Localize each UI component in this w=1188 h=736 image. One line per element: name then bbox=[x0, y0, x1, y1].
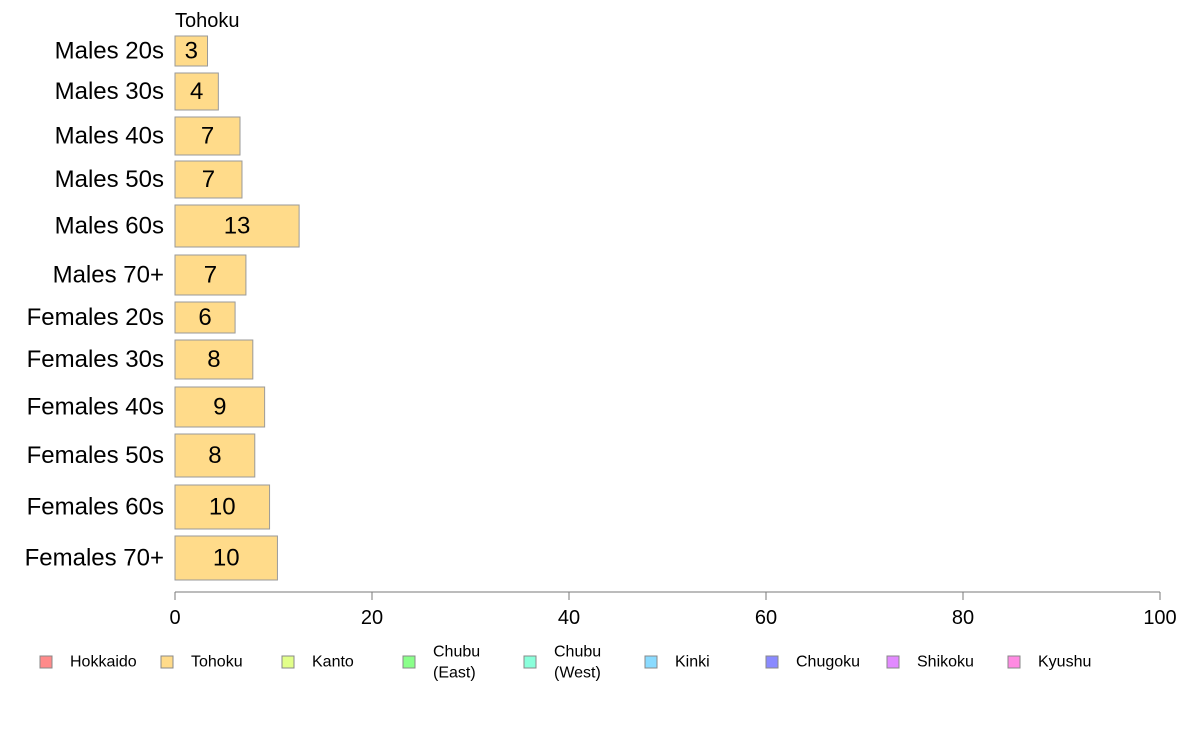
category-label: Males 70+ bbox=[53, 262, 164, 289]
category-label: Females 50s bbox=[27, 442, 164, 469]
bar-value-label: 10 bbox=[209, 494, 236, 521]
x-tick-label: 0 bbox=[169, 607, 180, 629]
legend-swatch bbox=[402, 655, 416, 669]
legend-swatch bbox=[160, 655, 174, 669]
bar-value-label: 13 bbox=[224, 213, 251, 240]
bar bbox=[174, 204, 300, 248]
x-tick-label: 20 bbox=[361, 607, 383, 629]
panel-title: Tohoku bbox=[175, 10, 240, 32]
bar bbox=[174, 254, 247, 296]
bars: Males 20s 3 Males 30s 4 Males 40s 7 Males 50s 7… bbox=[25, 35, 300, 581]
legend-label: (West) bbox=[554, 665, 601, 682]
bar bbox=[174, 339, 254, 380]
bar bbox=[174, 35, 209, 67]
category-label: Males 60s bbox=[55, 213, 164, 240]
legend-label: Chubu bbox=[433, 644, 480, 661]
x-axis: 0 20 40 60 80 100 bbox=[169, 591, 1177, 629]
legend-label: (East) bbox=[433, 665, 476, 682]
bar-value-label: 7 bbox=[204, 262, 217, 289]
bar bbox=[174, 301, 236, 334]
bar bbox=[174, 433, 256, 478]
category-label: Females 20s bbox=[27, 304, 164, 331]
legend-swatch bbox=[39, 655, 53, 669]
legend-label: Tohoku bbox=[191, 654, 243, 671]
bar bbox=[174, 386, 266, 428]
bar bbox=[174, 484, 271, 530]
x-tick-label: 80 bbox=[952, 607, 974, 629]
legend-swatch bbox=[886, 655, 900, 669]
x-tick-label: 100 bbox=[1143, 607, 1176, 629]
x-tick-label: 40 bbox=[558, 607, 580, 629]
bar-value-label: 7 bbox=[202, 166, 215, 193]
legend-swatch bbox=[644, 655, 658, 669]
category-label: Females 30s bbox=[27, 346, 164, 373]
bar-value-label: 8 bbox=[208, 442, 221, 469]
category-label: Males 50s bbox=[55, 166, 164, 193]
bar-value-label: 4 bbox=[190, 78, 203, 105]
bar bbox=[174, 160, 243, 199]
legend-label: Shikoku bbox=[917, 654, 974, 671]
legend-swatch bbox=[765, 655, 779, 669]
category-label: Females 60s bbox=[27, 494, 164, 521]
bar-value-label: 8 bbox=[207, 346, 220, 373]
legend-label: Kanto bbox=[312, 654, 354, 671]
x-tick-label: 60 bbox=[755, 607, 777, 629]
category-label: Females 40s bbox=[27, 394, 164, 421]
legend-swatch bbox=[523, 655, 537, 669]
category-label: Males 40s bbox=[55, 123, 164, 150]
bar bbox=[174, 72, 219, 111]
bar bbox=[174, 116, 241, 156]
bar-value-label: 10 bbox=[213, 545, 240, 572]
category-label: Females 70+ bbox=[25, 545, 164, 572]
bar-value-label: 6 bbox=[198, 304, 211, 331]
legend: Hokkaido Tohoku Kanto Chubu (East) Chubu (West… bbox=[39, 644, 1091, 682]
legend-label: Chubu bbox=[554, 644, 601, 661]
bar bbox=[174, 535, 278, 581]
category-label: Males 20s bbox=[55, 38, 164, 65]
legend-swatch bbox=[1007, 655, 1021, 669]
category-label: Males 30s bbox=[55, 78, 164, 105]
legend-label: Kyushu bbox=[1038, 654, 1091, 671]
legend-label: Hokkaido bbox=[70, 654, 137, 671]
legend-label: Kinki bbox=[675, 654, 710, 671]
bar-value-label: 9 bbox=[213, 394, 226, 421]
legend-label: Chugoku bbox=[796, 654, 860, 671]
bar-value-label: 3 bbox=[185, 38, 198, 65]
legend-swatch bbox=[281, 655, 295, 669]
bar-value-label: 7 bbox=[201, 123, 214, 150]
